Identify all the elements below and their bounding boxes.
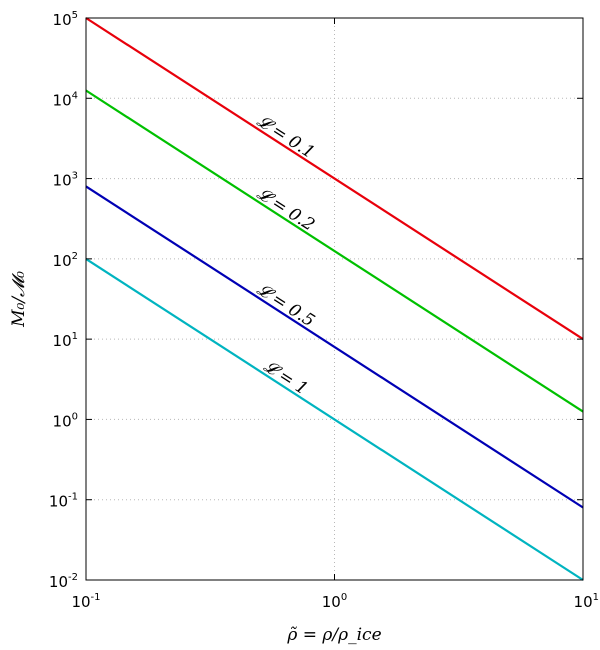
y-tick-label: 102 <box>53 251 78 270</box>
y-tick-label: 100 <box>53 411 78 430</box>
series-label: 𝓛 = 0.1 <box>253 111 318 163</box>
x-tick-label: 101 <box>574 592 599 611</box>
series-line <box>85 89 584 413</box>
y-tick-label: 101 <box>53 331 78 350</box>
y-tick-label: 104 <box>53 90 78 109</box>
y-tick-label: 105 <box>53 10 78 29</box>
series-line <box>85 257 584 581</box>
x-tick-label: 100 <box>322 592 347 611</box>
curve-labels: 𝓛 = 0.1 𝓛 = 0.2 𝓛 = 0.5 𝓛 = 1 <box>253 111 318 399</box>
x-tick-label: 10-1 <box>71 592 100 611</box>
series-line <box>85 17 584 341</box>
y-tick-label: 10-2 <box>49 572 78 591</box>
series-line <box>85 185 584 509</box>
x-axis-label: ρ̃ = ρ/ρ_ice <box>286 625 381 645</box>
y-axis-label: M₀/𝓜₀ <box>9 271 29 328</box>
y-tick-label: 10-1 <box>49 492 78 511</box>
y-tick-label: 103 <box>53 171 78 190</box>
series-label: 𝓛 = 1 <box>260 356 311 399</box>
grid <box>85 17 584 581</box>
series-label: 𝓛 = 0.5 <box>253 280 318 332</box>
series-group <box>85 17 584 581</box>
series-label: 𝓛 = 0.2 <box>253 184 318 236</box>
